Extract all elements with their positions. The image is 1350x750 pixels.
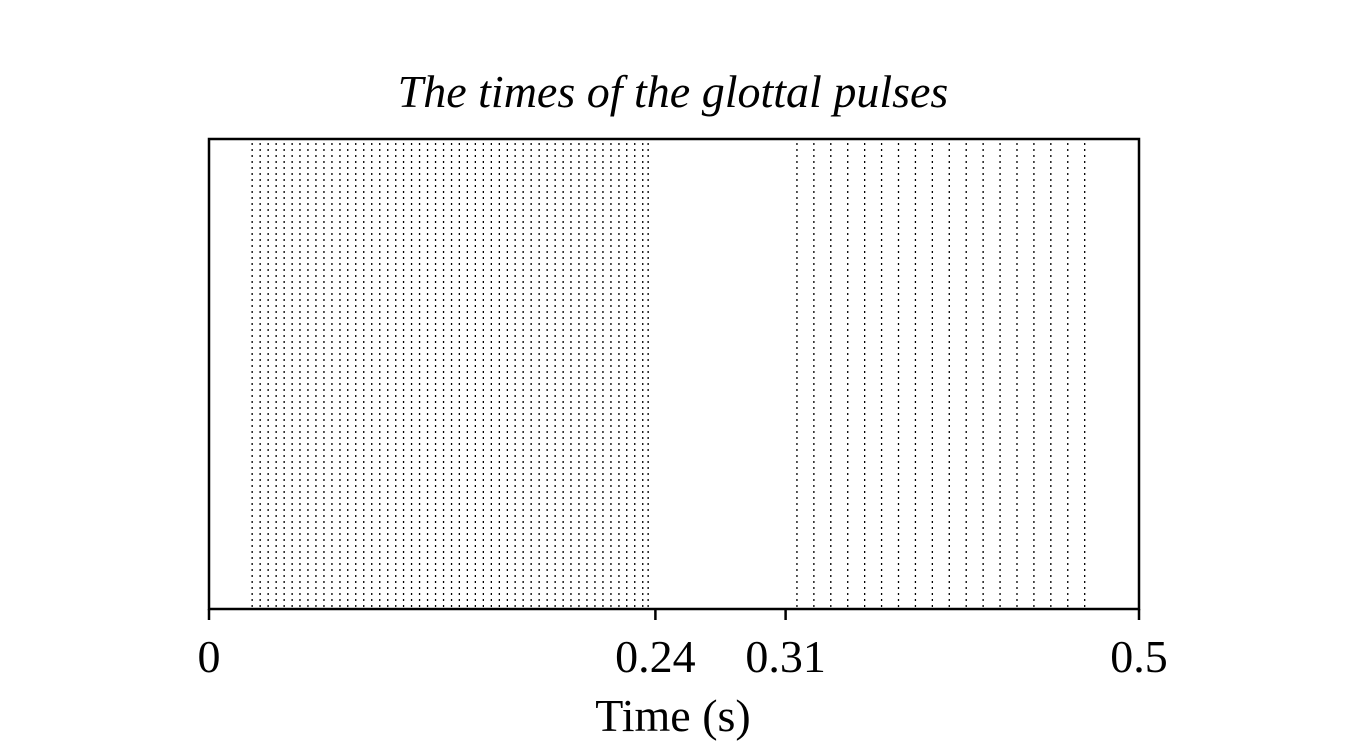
chart-title: The times of the glottal pulses <box>398 66 949 117</box>
x-tick-label-3: 0.31 <box>745 631 826 682</box>
plot-frame <box>207 137 1141 611</box>
x-tick-label-2: 0.24 <box>615 631 696 682</box>
x-axis-label: Time (s) <box>595 690 751 741</box>
pulse-lines <box>251 143 1086 607</box>
x-tick-label-4: 0.5 <box>1110 631 1168 682</box>
x-axis-ticks: 0 0.24 0.31 0.5 <box>198 609 1168 682</box>
x-tick-label-1: 0 <box>198 631 221 682</box>
